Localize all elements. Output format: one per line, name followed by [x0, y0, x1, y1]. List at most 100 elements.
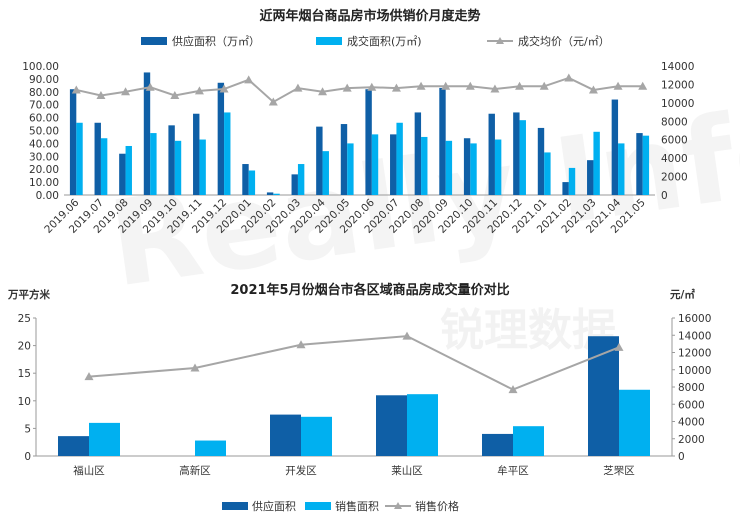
c2-bar-supply — [376, 395, 407, 456]
c2-right-tick: 4000 — [678, 417, 705, 429]
c1-bar-supply — [94, 122, 101, 195]
c1-bar-sales — [568, 167, 576, 195]
c1-right-tick: 12000 — [661, 79, 694, 91]
legend-marker-price — [496, 37, 504, 44]
c2-price-marker — [402, 331, 412, 340]
c1-bar-supply — [513, 112, 520, 195]
c2-left-tick: 0 — [24, 451, 31, 463]
c2-bar-sales — [407, 394, 438, 456]
c2-price-marker — [296, 340, 306, 349]
c1-bar-sales — [470, 143, 477, 195]
c2-x-label: 福山区 — [73, 464, 105, 477]
c1-price-polyline — [76, 76, 643, 104]
c1-bar-supply — [291, 174, 298, 195]
c1-price-marker — [145, 82, 155, 91]
c1-bar-sales — [445, 140, 453, 195]
c1-right-tick: 8000 — [661, 116, 688, 128]
c1-price-marker — [391, 83, 401, 92]
c1-bar-sales — [421, 136, 428, 195]
chart1-axes: 0.0010.0020.0030.0040.0050.0060.0070.008… — [22, 61, 694, 202]
chart1-x-labels: 2019.062019.072019.082019.092019.102019.… — [42, 196, 648, 235]
legend-label-sales: 成交面积(万㎡) — [347, 34, 422, 48]
c1-left-tick: 60.00 — [29, 113, 59, 125]
chart2-title: 2021年5月份烟台市各区域商品房成交量价对比 — [230, 282, 509, 298]
monthly-trend-chart: 近两年烟台商品房市场供销价月度走势 供应面积（万㎡） 成交面积(万㎡) 成交均价… — [22, 8, 694, 236]
chart1-title: 近两年烟台商品房市场供销价月度走势 — [259, 8, 480, 24]
c1-left-tick: 70.00 — [29, 100, 59, 112]
c1-bar-supply — [316, 126, 323, 195]
c1-left-tick: 30.00 — [29, 151, 59, 163]
c1-bar-sales — [519, 120, 526, 195]
c1-bar-sales — [371, 134, 379, 195]
c2-x-label: 高新区 — [179, 464, 211, 477]
c1-bar-sales — [347, 143, 354, 195]
c1-price-marker — [244, 75, 254, 84]
chart2-bars — [58, 336, 650, 456]
c1-right-tick: 4000 — [661, 153, 688, 165]
c2-bar-supply — [482, 433, 513, 456]
c1-price-marker — [268, 97, 278, 106]
c1-right-tick: 6000 — [661, 135, 688, 147]
c1-left-tick: 40.00 — [29, 138, 59, 150]
c1-left-tick: 80.00 — [29, 87, 59, 99]
c2-left-tick: 15 — [18, 368, 31, 380]
c2-bar-supply — [270, 414, 301, 456]
c2-price-marker — [614, 342, 624, 351]
c1-price-marker — [515, 81, 525, 90]
c1-bar-supply — [414, 112, 422, 195]
chart2-right-unit: 元/㎡ — [670, 288, 695, 301]
c2-bar-sales — [195, 440, 226, 456]
c2-bar-supply — [58, 436, 89, 456]
c2-right-tick: 6000 — [678, 399, 705, 411]
c1-price-marker — [441, 81, 451, 90]
legend2-label-price: 销售价格 — [415, 499, 459, 513]
legend-swatch-supply — [141, 37, 167, 45]
c2-right-tick: 2000 — [678, 434, 705, 446]
c2-bar-sales — [513, 426, 544, 456]
c1-bar-sales — [396, 122, 403, 195]
c2-x-label: 开发区 — [285, 464, 317, 477]
c2-bar-sales — [89, 422, 120, 456]
c1-left-tick: 100.00 — [22, 61, 59, 73]
c2-price-marker — [84, 372, 94, 381]
c1-bar-sales — [494, 139, 502, 195]
c1-price-marker — [564, 73, 574, 82]
c1-price-marker — [194, 86, 204, 95]
c1-right-tick: 2000 — [661, 172, 688, 184]
legend-label-supply: 供应面积（万㎡） — [172, 34, 260, 48]
c1-bar-supply — [242, 164, 249, 195]
c2-right-tick: 16000 — [678, 313, 711, 325]
c1-bar-supply — [266, 192, 274, 195]
chart2-axes: 0 5 10 15 20 25 0 2000 4000 6000 8000 10000 12000 140… — [18, 313, 712, 463]
c1-bar-supply — [217, 82, 225, 195]
c2-right-tick: 12000 — [678, 348, 711, 360]
c1-bar-sales — [593, 131, 600, 195]
c1-bar-sales — [544, 152, 551, 195]
c2-left-tick: 10 — [18, 396, 31, 408]
legend2-swatch-sales — [305, 502, 331, 510]
legend2-label-sales: 销售面积 — [335, 499, 379, 513]
legend2-label-supply: 供应面积 — [252, 499, 296, 513]
c2-price-polyline — [88, 335, 620, 391]
c1-bar-sales — [642, 135, 650, 195]
c2-right-tick: 10000 — [678, 365, 711, 377]
c1-bar-supply — [193, 113, 200, 195]
chart2-left-unit: 万平方米 — [7, 288, 50, 301]
c1-left-tick: 50.00 — [29, 126, 59, 138]
c2-left-tick: 5 — [24, 423, 31, 435]
c1-price-marker — [293, 83, 303, 92]
c1-bar-sales — [248, 170, 256, 195]
chart1-bars — [69, 72, 650, 195]
c1-bar-supply — [562, 182, 569, 195]
c2-bar-sales — [301, 416, 332, 456]
c1-bar-sales — [297, 164, 305, 195]
c1-price-marker — [588, 85, 598, 94]
c1-price-marker — [490, 84, 500, 93]
c1-price-marker — [416, 81, 426, 90]
c1-bar-sales — [76, 122, 83, 195]
c1-left-tick: 0.00 — [36, 190, 59, 202]
c2-x-label: 莱山区 — [391, 465, 423, 477]
c1-left-tick: 90.00 — [29, 74, 59, 86]
c1-right-tick: 10000 — [661, 98, 694, 110]
legend-swatch-sales — [316, 37, 342, 45]
